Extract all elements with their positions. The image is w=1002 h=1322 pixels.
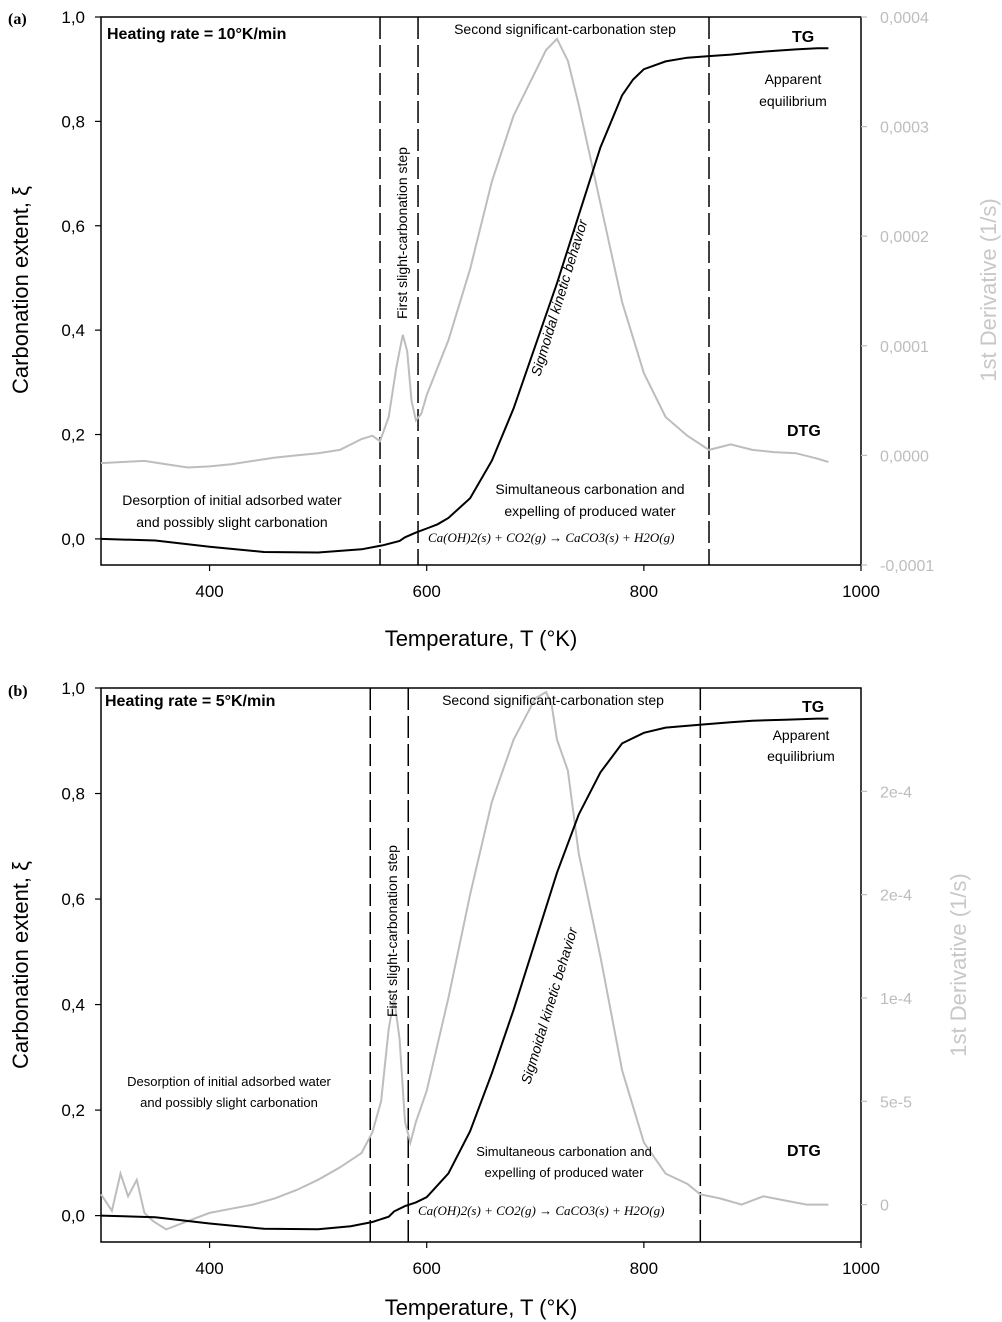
panel-a-tg-curve bbox=[100, 47, 829, 554]
y2-tick-label: 0,0004 bbox=[880, 10, 929, 27]
panel-a-desorption-2: and possibly slight carbonation bbox=[136, 514, 327, 530]
panel-b-simultaneous-1: Simultaneous carbonation and bbox=[476, 1144, 652, 1159]
panel-a-desorption-1: Desorption of initial adsorbed water bbox=[122, 492, 342, 508]
panel-a-equilibrium-1: Apparent bbox=[765, 71, 822, 87]
y-tick-label: 0,0 bbox=[61, 530, 85, 549]
y-tick-label: 0,2 bbox=[61, 1101, 85, 1120]
panel-b-step2-label: Second significant-carbonation step bbox=[442, 692, 664, 708]
y-tick-label: 0,4 bbox=[61, 321, 85, 340]
panel-b-tg-label: TG bbox=[802, 699, 824, 716]
y-tick-label: 0,8 bbox=[61, 112, 85, 131]
panel-a-heating-rate: Heating rate = 10°K/min bbox=[107, 26, 286, 43]
y2-tick-label: 0,0001 bbox=[880, 339, 929, 356]
panel-b-tg-curve bbox=[100, 717, 829, 1231]
y-tick-label: 0,0 bbox=[61, 1207, 85, 1226]
panel-b: (b) Heating rate = 5°K/min Second signif… bbox=[8, 679, 971, 1320]
panel-b-vlines bbox=[369, 688, 702, 1242]
x-tick-label: 1000 bbox=[842, 1259, 880, 1278]
panel-b-desorption-2: and possibly slight carbonation bbox=[140, 1095, 318, 1110]
panel-a-simultaneous-2: expelling of produced water bbox=[504, 503, 676, 519]
panel-a-x-axis-title: Temperature, T (°K) bbox=[385, 626, 578, 651]
panel-b-simultaneous-2: expelling of produced water bbox=[485, 1165, 645, 1180]
panel-a-equilibrium-2: equilibrium bbox=[759, 93, 827, 109]
x-tick-label: 600 bbox=[413, 1259, 441, 1278]
panel-a-simultaneous-1: Simultaneous carbonation and bbox=[495, 481, 684, 497]
x-tick-label: 1000 bbox=[842, 582, 880, 601]
panel-b-y-axis-title: Carbonation extent, ξ bbox=[8, 861, 33, 1069]
y2-tick-label: 2e-4 bbox=[880, 888, 912, 905]
panel-b-x-ticks: 400 600 800 1000 bbox=[195, 1242, 880, 1278]
panel-a-reaction: Ca(OH)2(s) + CO2(g) → CaCO3(s) + H2O(g) bbox=[428, 530, 674, 545]
panel-b-sigmoidal-label: Sigmoidal kinetic behavior bbox=[518, 924, 581, 1085]
panel-b-equilibrium-1: Apparent bbox=[773, 727, 830, 743]
panel-b-y2-ticks: 0 5e-5 1e-4 2e-4 2e-4 bbox=[861, 784, 912, 1215]
x-tick-label: 800 bbox=[630, 1259, 658, 1278]
panel-b-y-ticks: 0,0 0,2 0,4 0,6 0,8 1,0 bbox=[61, 679, 101, 1226]
panel-b-heating-rate: Heating rate = 5°K/min bbox=[105, 693, 275, 710]
panel-a-y2-ticks: -0,0001 0,0000 0,0001 0,0002 0,0003 0,0004 bbox=[861, 10, 934, 575]
y-tick-label: 1,0 bbox=[61, 679, 85, 698]
panel-a-y-axis-title: Carbonation extent, ξ bbox=[8, 186, 33, 394]
y-tick-label: 1,0 bbox=[61, 8, 85, 27]
panel-a-y2-axis-title: 1st Derivative (1/s) bbox=[976, 198, 1001, 381]
x-tick-label: 600 bbox=[413, 582, 441, 601]
panel-a-dtg-label: DTG bbox=[787, 423, 821, 440]
panel-a-label: (a) bbox=[8, 11, 27, 28]
y-tick-label: 0,2 bbox=[61, 426, 85, 445]
y2-tick-label: 0,0003 bbox=[880, 120, 929, 137]
y-tick-label: 0,6 bbox=[61, 890, 85, 909]
panel-b-label: (b) bbox=[8, 683, 28, 700]
panel-b-equilibrium-2: equilibrium bbox=[767, 748, 835, 764]
panel-a-x-ticks: 400 600 800 1000 bbox=[195, 565, 880, 601]
panel-a-sigmoidal-label: Sigmoidal kinetic behavior bbox=[528, 216, 591, 377]
y2-tick-label: -0,0001 bbox=[880, 558, 934, 575]
panel-a-vlines bbox=[379, 17, 710, 565]
panel-a-step2-label: Second significant-carbonation step bbox=[454, 21, 676, 37]
y2-tick-label: 2e-4 bbox=[880, 784, 912, 801]
panel-a-tg-label: TG bbox=[792, 29, 814, 46]
panel-b-reaction: Ca(OH)2(s) + CO2(g) → CaCO3(s) + H2O(g) bbox=[418, 1203, 664, 1218]
panel-a: (a) Heating rate = 10°K/min Second signi… bbox=[8, 8, 1001, 651]
y2-tick-label: 0 bbox=[880, 1198, 889, 1215]
panel-b-dtg-curve bbox=[100, 690, 829, 1231]
panel-b-y2-axis-title: 1st Derivative (1/s) bbox=[946, 873, 971, 1056]
y2-tick-label: 0,0002 bbox=[880, 229, 929, 246]
panel-b-step1-label: First slight-carbonation step bbox=[384, 845, 400, 1017]
panel-b-x-axis-title: Temperature, T (°K) bbox=[385, 1295, 578, 1320]
y2-tick-label: 0,0000 bbox=[880, 448, 929, 465]
panel-b-plot-frame bbox=[100, 687, 862, 1243]
y2-tick-label: 5e-5 bbox=[880, 1094, 912, 1111]
y-tick-label: 0,4 bbox=[61, 996, 85, 1015]
panel-b-desorption-1: Desorption of initial adsorbed water bbox=[127, 1074, 331, 1089]
panel-a-dtg-curve bbox=[100, 37, 829, 469]
y-tick-label: 0,8 bbox=[61, 785, 85, 804]
x-tick-label: 800 bbox=[630, 582, 658, 601]
panel-a-plot-frame bbox=[100, 16, 862, 566]
y2-tick-label: 1e-4 bbox=[880, 991, 912, 1008]
panel-a-step1-label: First slight-carbonation step bbox=[394, 147, 410, 319]
panel-b-dtg-label: DTG bbox=[787, 1143, 821, 1160]
panel-a-y-ticks: 0,0 0,2 0,4 0,6 0,8 1,0 bbox=[61, 8, 101, 549]
x-tick-label: 400 bbox=[195, 1259, 223, 1278]
x-tick-label: 400 bbox=[195, 582, 223, 601]
y-tick-label: 0,6 bbox=[61, 217, 85, 236]
